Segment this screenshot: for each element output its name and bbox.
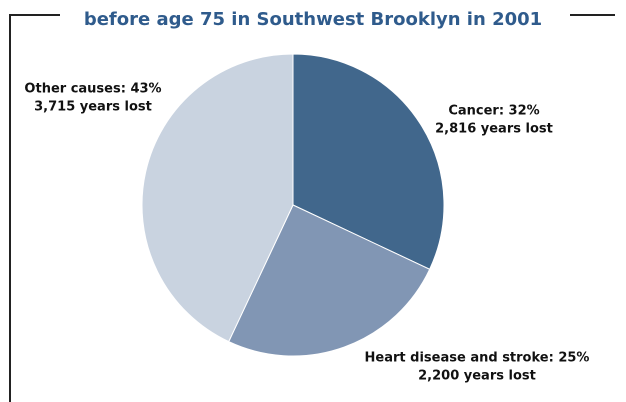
chart-title: before age 75 in Southwest Brooklyn in 2… [84,9,542,30]
pie-slice [228,204,431,357]
slice-label: Cancer: 32% [448,104,539,119]
slice-sublabel: 3,715 years lost [34,100,152,115]
slice-label: Other causes: 43% [24,82,161,97]
frame [9,14,60,402]
slice-sublabel: 2,200 years lost [418,369,536,384]
pie-slice [141,53,294,343]
pie-slice [292,53,445,270]
slice-label: Heart disease and stroke: 25% [365,351,590,366]
slice-sublabel: 2,816 years lost [435,122,553,137]
